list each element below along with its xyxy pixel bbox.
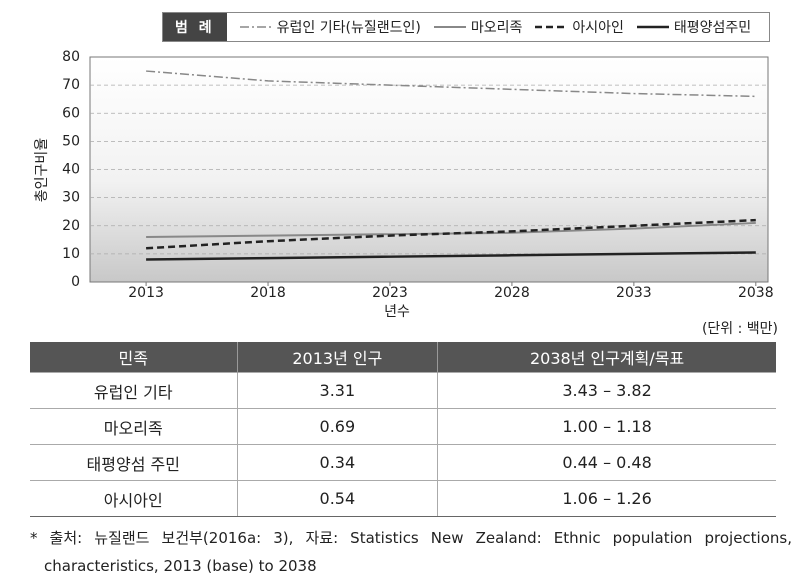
y-axis-label: 총인구비율 <box>34 138 50 203</box>
table-body: 유럽인 기타 3.31 3.43 – 3.82 마오리족 0.69 1.00 – 1.18… <box>30 372 776 517</box>
table: 민족 2013년 인구 2038년 인구계획/목표 유럽인 기타 3.31 3.43… <box>30 342 776 517</box>
x-tick-label: 2033 <box>616 285 652 301</box>
legend-swatch <box>535 25 568 29</box>
table-row: 유럽인 기타 3.31 3.43 – 3.82 <box>30 372 776 409</box>
legend: 범 례 유럽인 기타(뉴질랜드인) 마오리족 아시아인 태평양섬주민 <box>162 12 770 42</box>
series-line <box>146 221 756 238</box>
legend-label: 마오리족 <box>470 20 523 36</box>
table-cell: 3.31 <box>236 372 438 409</box>
x-tick-label: 2023 <box>372 285 408 301</box>
legend-item: 아시아인 <box>534 17 624 37</box>
y-tick-label: 80 <box>62 49 80 65</box>
legend-title: 범 례 <box>163 13 227 41</box>
table-cell: 0.69 <box>236 408 438 445</box>
header-cell: 2038년 인구계획/목표 <box>437 342 776 373</box>
series-line <box>146 251 756 261</box>
table-cell: 아시아인 <box>30 480 237 517</box>
footnote: * 출처: 뉴질랜드 보건부(2016a: 3), 자료: Statistics… <box>30 529 792 575</box>
legend-swatch <box>433 26 466 28</box>
y-tick-label: 10 <box>62 246 80 262</box>
table-row: 마오리족 0.69 1.00 – 1.18 <box>30 408 776 445</box>
table-cell: 유럽인 기타 <box>30 372 237 409</box>
table-row: 아시아인 0.54 1.06 – 1.26 <box>30 480 776 517</box>
header-cell: 민족 <box>30 342 237 373</box>
legend-item: 마오리족 <box>433 17 523 37</box>
x-tick-label: 2013 <box>128 285 164 301</box>
x-tick-label: 2018 <box>250 285 286 301</box>
y-tick-label: 40 <box>62 162 80 178</box>
unit-note: (단위 : 백만) <box>701 321 778 337</box>
table-cell: 마오리족 <box>30 408 237 445</box>
legend-item: 태평양섬주민 <box>636 17 751 37</box>
x-tick-label: 2038 <box>738 285 774 301</box>
legend-item: 유럽인 기타(뉴질랜드인) <box>239 17 421 37</box>
legend-label: 태평양섬주민 <box>673 20 752 36</box>
y-tick-label: 50 <box>62 133 80 149</box>
legend-swatch <box>636 25 669 29</box>
y-tick-label: 70 <box>62 77 80 93</box>
legend-swatch <box>239 26 272 28</box>
table-cell: 0.34 <box>236 444 438 481</box>
table-cell: 태평양섬 주민 <box>30 444 237 481</box>
table-cell: 0.44 – 0.48 <box>437 444 776 481</box>
y-tick-label: 20 <box>62 218 80 234</box>
y-tick-label: 0 <box>71 274 80 290</box>
table-cell: 1.00 – 1.18 <box>437 408 776 445</box>
table-row: 태평양섬 주민 0.34 0.44 – 0.48 <box>30 444 776 481</box>
table-cell: 1.06 – 1.26 <box>437 480 776 517</box>
table-cell: 0.54 <box>236 480 438 517</box>
series-line <box>146 218 756 250</box>
legend-label: 유럽인 기타(뉴질랜드인) <box>276 20 421 36</box>
chart: 총인구비율 년수 0 10 20 30 40 50 60 70 80 2013 2018 2023 20… <box>34 49 774 320</box>
y-tick-label: 60 <box>62 105 80 121</box>
x-axis-label: 년수 <box>384 304 410 320</box>
y-tick-label: 30 <box>62 190 80 206</box>
table-cell: 3.43 – 3.82 <box>437 372 776 409</box>
x-tick-label: 2028 <box>494 285 530 301</box>
legend-label: 아시아인 <box>572 20 624 36</box>
header-cell: 2013년 인구 <box>236 342 438 373</box>
